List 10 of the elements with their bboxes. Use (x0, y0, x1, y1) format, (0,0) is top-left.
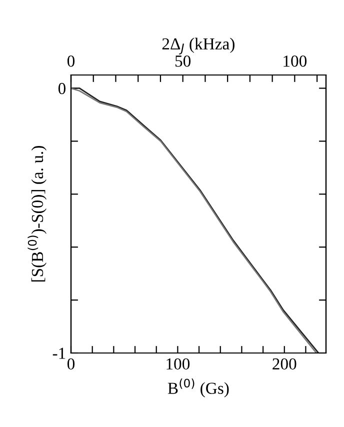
x2-tick-label: 50 (175, 56, 191, 67)
x-tick-label: 100 (166, 358, 190, 370)
y-tick-label: -1 (52, 348, 66, 359)
x2-tick-label: 0 (67, 56, 75, 67)
y-axis-title: [S(B$^{(0)}$)-S(0)] (a. u.) (28, 146, 46, 282)
x-tick-label: 0 (67, 358, 75, 370)
x2-tick-label: 100 (284, 56, 307, 67)
x-tick-label: 200 (272, 358, 296, 370)
x-axis-title: B$^{(0)}$ (Gs) (168, 378, 229, 398)
x2-axis-title: 2Δ$_{J}$ (kHza) (162, 38, 234, 54)
